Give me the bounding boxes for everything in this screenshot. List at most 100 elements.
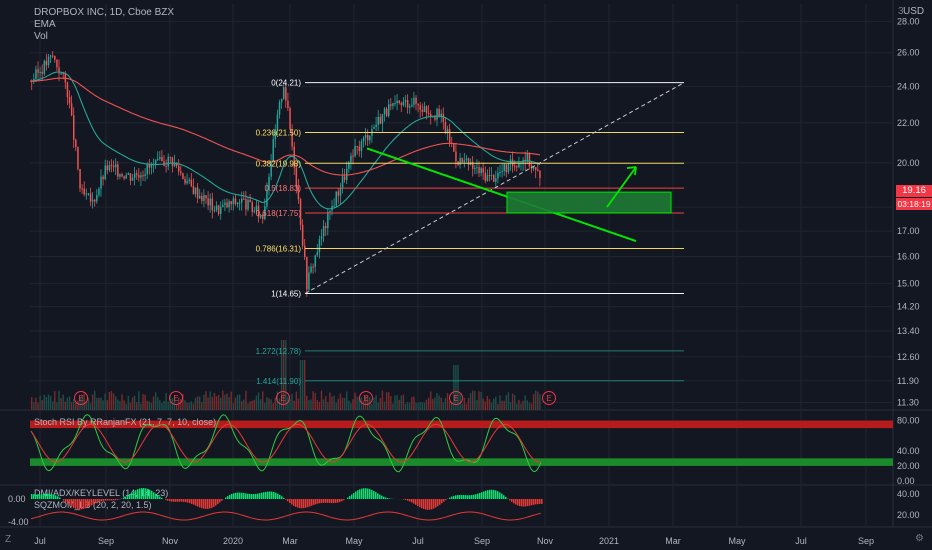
settings-icon[interactable]: ⚙: [915, 533, 924, 544]
momentum-bar: [415, 499, 417, 505]
candle-body: [178, 166, 180, 172]
symbol-title: DROPBOX INC, 1D, Cboe BZX: [34, 7, 175, 18]
earnings-marker-label: E: [363, 394, 368, 403]
momentum-bar: [497, 491, 499, 499]
candle-body: [243, 198, 245, 200]
momentum-bar: [155, 493, 157, 499]
x-tick-label: Sep: [98, 536, 114, 546]
fib-level-label: 0.786(16.31): [256, 244, 302, 253]
candle-body: [516, 166, 518, 168]
candle-body: [535, 167, 537, 170]
momentum-bar: [267, 491, 269, 499]
candle-body: [379, 116, 382, 124]
momentum-bar: [55, 495, 57, 499]
candle-body: [299, 199, 302, 225]
momentum-bar: [441, 499, 443, 504]
volume-bar: [430, 391, 432, 410]
momentum-bar: [375, 492, 377, 499]
momentum-bar: [449, 497, 451, 499]
currency-label[interactable]: USD: [903, 6, 925, 17]
momentum-bar: [473, 494, 475, 499]
volume-bar: [33, 402, 35, 410]
volume-bar: [327, 402, 329, 410]
candle-body: [396, 100, 398, 104]
candle-body: [375, 124, 377, 127]
candle-body: [383, 108, 386, 115]
volume-bar: [215, 396, 218, 410]
momentum-bar: [455, 495, 457, 499]
momentum-bar: [453, 495, 455, 499]
candle-body: [474, 168, 476, 170]
scale-number[interactable]: 3: [898, 6, 904, 17]
candle-body: [77, 146, 79, 170]
candle-body: [268, 176, 270, 190]
x-tick-label: May: [728, 536, 746, 546]
momentum-bar: [93, 499, 95, 505]
volume-bar: [104, 393, 106, 410]
momentum-bar: [327, 499, 329, 503]
up-arrow-head: [626, 166, 637, 176]
volume-bar: [304, 360, 306, 410]
candle-body: [119, 174, 121, 177]
candle-body: [220, 206, 222, 214]
volume-bar: [251, 400, 253, 410]
x-tick-label: Jul: [412, 536, 424, 546]
volume-bar: [325, 396, 327, 410]
price-tick-label: 13.40: [897, 326, 920, 336]
stoch-tick-label: 0.00: [897, 476, 915, 486]
momentum-bar: [269, 491, 271, 499]
candle-body: [81, 188, 83, 190]
candle-body: [108, 164, 111, 171]
candle-body: [159, 157, 161, 159]
candle-body: [526, 153, 529, 162]
volume-bar: [331, 396, 333, 410]
momentum-bar: [141, 488, 143, 499]
candle-body: [413, 97, 415, 105]
earnings-marker: [276, 391, 290, 405]
volume-bar: [312, 391, 314, 410]
volume-bar: [381, 390, 384, 410]
volume-bar: [358, 397, 360, 410]
zoom-icon[interactable]: Z: [5, 534, 12, 545]
candle-body: [434, 116, 436, 120]
volume-bar: [432, 398, 434, 410]
candle-body: [100, 176, 102, 189]
momentum-bar: [227, 496, 229, 499]
candle-body: [356, 146, 358, 148]
momentum-bar: [75, 499, 77, 509]
candle-body: [329, 210, 331, 213]
candle-body: [106, 165, 109, 171]
up-arrow-shaft: [606, 166, 637, 208]
momentum-bar: [53, 494, 55, 499]
candle-body: [83, 188, 85, 195]
momentum-bar: [123, 497, 125, 499]
candle-body: [287, 100, 289, 109]
volume-bar: [385, 392, 388, 410]
candle-body: [251, 202, 253, 212]
candle-body: [312, 266, 314, 268]
volume-bar: [316, 400, 318, 410]
volume-bar: [52, 401, 54, 410]
candle-body: [341, 176, 344, 189]
x-tick-label: Nov: [537, 536, 554, 546]
candle-body: [404, 100, 407, 102]
candle-body: [402, 101, 405, 106]
price-tick-label: 15.00: [897, 279, 920, 289]
momentum-bar: [459, 494, 461, 499]
earnings-marker: [74, 391, 88, 405]
volume-bar: [203, 394, 205, 410]
volume-bar: [333, 395, 335, 410]
stoch-k-line: [30, 414, 542, 473]
momentum-bar: [385, 497, 387, 499]
green-trendline: [366, 147, 637, 243]
candle-body: [270, 161, 272, 177]
candle-body: [314, 255, 316, 267]
candle-body: [140, 175, 142, 178]
momentum-bar: [235, 492, 237, 499]
earnings-marker: [169, 391, 183, 405]
volume-bar: [140, 403, 142, 410]
stoch-rsi-label: Stoch RSI By RRanjanFX (21, 7, 7, 10, cl…: [34, 417, 216, 427]
volume-bar: [194, 397, 197, 410]
momentum-bar: [333, 499, 335, 504]
